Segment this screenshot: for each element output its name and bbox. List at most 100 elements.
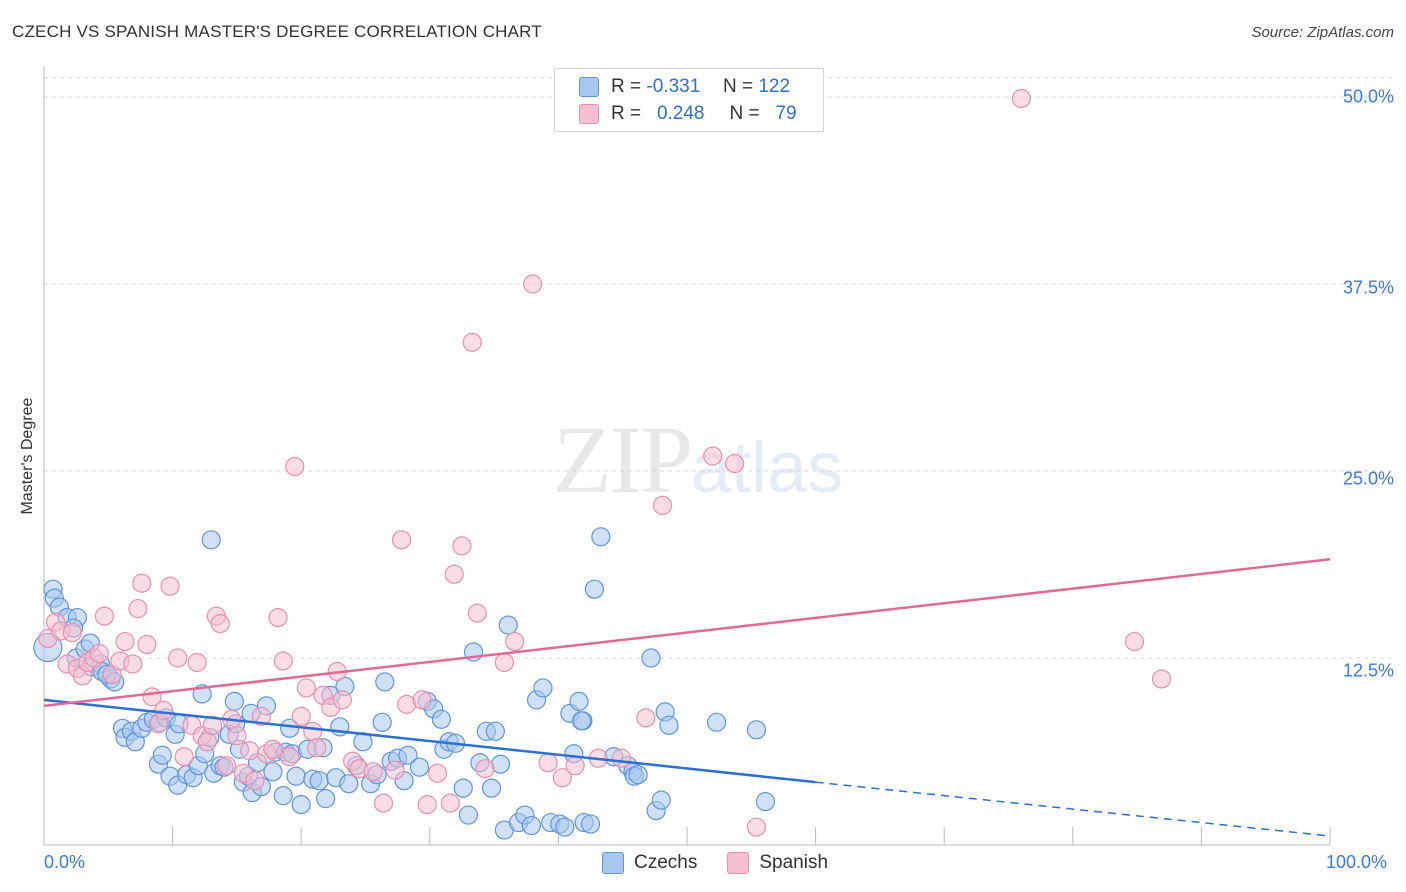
spanish-point bbox=[652, 495, 673, 516]
czech-point bbox=[431, 709, 451, 729]
spanish-point bbox=[636, 708, 656, 728]
y-tick-label-50: 50.0% bbox=[1342, 86, 1394, 107]
czechs-swatch-icon bbox=[579, 77, 599, 97]
watermark: ZIPatlas bbox=[553, 404, 843, 515]
spanish-point bbox=[202, 715, 223, 735]
czech-point bbox=[746, 720, 767, 740]
czech-point bbox=[224, 691, 244, 711]
spanish-point bbox=[444, 564, 464, 584]
spanish-point bbox=[123, 654, 143, 674]
spanish-point bbox=[565, 756, 585, 776]
spanish-point bbox=[440, 793, 460, 813]
legend-n-value: 122 bbox=[758, 76, 791, 97]
spanish-point bbox=[217, 756, 237, 776]
spanish-point bbox=[475, 759, 495, 779]
czech-point bbox=[659, 715, 679, 735]
legend-label-spanish: Spanish bbox=[759, 852, 829, 873]
legend-n-label: N = bbox=[722, 76, 754, 97]
spanish-point bbox=[160, 576, 180, 596]
spanish-point bbox=[467, 603, 487, 623]
czech-point bbox=[569, 691, 589, 711]
spanish-point bbox=[505, 631, 525, 652]
spanish-point bbox=[296, 678, 316, 698]
chart-title: CZECH VS SPANISH MASTER'S DEGREE CORRELA… bbox=[12, 22, 542, 41]
series-legend: Czechs Spanish bbox=[602, 852, 858, 874]
spanish-point bbox=[1124, 631, 1145, 652]
czech-point bbox=[316, 789, 336, 809]
spanish-point bbox=[724, 453, 745, 474]
legend-label-czechs: Czechs bbox=[634, 852, 698, 873]
czech-point bbox=[280, 718, 300, 738]
spanish-swatch-icon bbox=[579, 104, 599, 124]
spanish-legend-icon bbox=[727, 852, 750, 874]
czech-point bbox=[291, 795, 311, 815]
spanish-point bbox=[1011, 88, 1031, 109]
legend-row-spanish: R = 0.248 N = 79 bbox=[579, 102, 797, 126]
czech-point bbox=[309, 771, 329, 791]
legend-n-label: N = bbox=[729, 103, 760, 124]
spanish-point bbox=[168, 648, 188, 668]
czech-point bbox=[555, 817, 575, 837]
czech-point bbox=[152, 745, 172, 765]
legend-r-label: R = bbox=[611, 76, 642, 97]
spanish-point bbox=[523, 274, 543, 294]
czech-point bbox=[521, 815, 541, 836]
spanish-point bbox=[174, 747, 194, 767]
czech-trend-line bbox=[43, 698, 816, 784]
spanish-point bbox=[703, 446, 723, 466]
czech-point bbox=[273, 786, 293, 806]
y-tick-label-37-5: 37.5% bbox=[1342, 277, 1394, 298]
spanish-point bbox=[240, 741, 260, 761]
czech-point bbox=[481, 778, 502, 798]
spanish-point bbox=[263, 739, 283, 759]
spanish-point bbox=[268, 608, 288, 628]
spanish-point bbox=[391, 530, 412, 550]
legend-row-czechs: R = -0.331 N = 122 bbox=[579, 75, 790, 99]
czech-point bbox=[651, 790, 671, 810]
spanish-point bbox=[273, 651, 293, 671]
czech-point bbox=[584, 579, 605, 599]
spanish-point bbox=[427, 763, 448, 783]
spanish-point bbox=[746, 817, 767, 837]
czech-point bbox=[409, 757, 430, 777]
legend-item-czechs[interactable]: Czechs bbox=[602, 852, 697, 874]
czech-point bbox=[533, 678, 553, 698]
spanish-point bbox=[611, 748, 632, 768]
spanish-point bbox=[94, 606, 115, 626]
czechs-legend-icon bbox=[602, 852, 624, 874]
spanish-point bbox=[187, 652, 207, 673]
spanish-point bbox=[197, 732, 217, 752]
legend-n-value: 79 bbox=[775, 103, 797, 124]
spanish-point bbox=[280, 747, 300, 767]
y-axis-label: Master's Degree bbox=[19, 397, 36, 515]
spanish-point bbox=[128, 599, 148, 619]
spanish-point bbox=[412, 690, 432, 710]
czech-point bbox=[398, 745, 418, 765]
czech-point bbox=[755, 792, 776, 812]
spanish-point bbox=[462, 332, 482, 352]
spanish-point bbox=[285, 456, 305, 477]
czech-point bbox=[641, 648, 661, 668]
czech-point bbox=[372, 712, 392, 732]
legend-r-value: -0.331 bbox=[646, 76, 701, 97]
czech-point bbox=[458, 805, 478, 825]
czech-point bbox=[375, 672, 395, 692]
spanish-point bbox=[373, 793, 394, 813]
spanish-point bbox=[385, 760, 405, 780]
legend-item-spanish[interactable]: Spanish bbox=[727, 852, 828, 874]
spanish-point bbox=[227, 726, 247, 746]
chart-source: Source: ZipAtlas.com bbox=[1251, 24, 1394, 41]
y-tick-label-25: 25.0% bbox=[1342, 468, 1394, 489]
czech-point bbox=[498, 615, 518, 635]
czech-trend-extension bbox=[815, 781, 1331, 837]
spanish-point bbox=[115, 631, 135, 652]
spanish-point bbox=[210, 613, 230, 634]
y-tick-label-12-5: 12.5% bbox=[1342, 660, 1394, 681]
spanish-point bbox=[307, 738, 327, 758]
czech-point bbox=[453, 778, 473, 798]
x-tick-label-max: 100.0% bbox=[1326, 852, 1388, 872]
czech-point bbox=[201, 530, 221, 550]
spanish-point bbox=[132, 573, 152, 593]
czech-point bbox=[580, 814, 601, 834]
